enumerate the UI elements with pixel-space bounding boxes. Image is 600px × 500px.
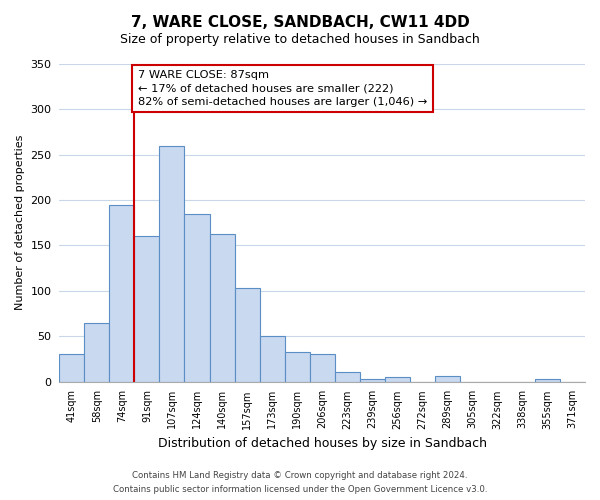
X-axis label: Distribution of detached houses by size in Sandbach: Distribution of detached houses by size … — [158, 437, 487, 450]
Text: 7 WARE CLOSE: 87sqm
← 17% of detached houses are smaller (222)
82% of semi-detac: 7 WARE CLOSE: 87sqm ← 17% of detached ho… — [138, 70, 427, 107]
Bar — [160, 146, 184, 382]
Bar — [385, 377, 410, 382]
Bar — [360, 379, 385, 382]
Bar — [184, 214, 209, 382]
Bar — [284, 352, 310, 382]
Text: Size of property relative to detached houses in Sandbach: Size of property relative to detached ho… — [120, 32, 480, 46]
Bar — [235, 288, 260, 382]
Bar — [310, 354, 335, 382]
Text: Contains HM Land Registry data © Crown copyright and database right 2024.
Contai: Contains HM Land Registry data © Crown c… — [113, 472, 487, 494]
Bar — [59, 354, 85, 382]
Bar — [435, 376, 460, 382]
Bar — [85, 322, 109, 382]
Bar — [134, 236, 160, 382]
Y-axis label: Number of detached properties: Number of detached properties — [15, 135, 25, 310]
Bar — [535, 379, 560, 382]
Bar — [335, 372, 360, 382]
Bar — [260, 336, 284, 382]
Text: 7, WARE CLOSE, SANDBACH, CW11 4DD: 7, WARE CLOSE, SANDBACH, CW11 4DD — [131, 15, 469, 30]
Bar — [209, 234, 235, 382]
Bar — [109, 204, 134, 382]
